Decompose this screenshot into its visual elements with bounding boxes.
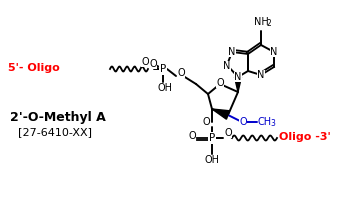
Text: O: O [239,117,247,127]
Text: O: O [216,78,224,88]
Text: NH: NH [254,17,268,27]
Text: CH: CH [258,117,272,127]
Text: OH: OH [204,155,220,165]
Text: 2'-O-Methyl A: 2'-O-Methyl A [10,110,106,124]
Text: O: O [188,131,196,141]
Text: N: N [223,61,231,71]
Text: OH: OH [158,83,172,93]
Text: O: O [202,117,210,127]
Polygon shape [212,109,230,119]
Text: 5'- Oligo: 5'- Oligo [8,63,60,73]
Text: O: O [224,128,232,138]
Text: O: O [149,59,157,69]
Text: P: P [209,133,215,143]
Text: P: P [160,64,166,74]
Text: [27-6410-XX]: [27-6410-XX] [18,127,92,137]
Text: O: O [177,68,185,78]
Polygon shape [234,77,242,92]
Text: N: N [228,47,236,57]
Text: 3: 3 [271,120,275,128]
Text: N: N [257,70,265,80]
Text: N: N [234,72,242,82]
Text: 2: 2 [267,19,271,28]
Text: N: N [270,47,278,57]
Text: O: O [141,57,149,67]
Text: Oligo -3': Oligo -3' [279,132,331,142]
